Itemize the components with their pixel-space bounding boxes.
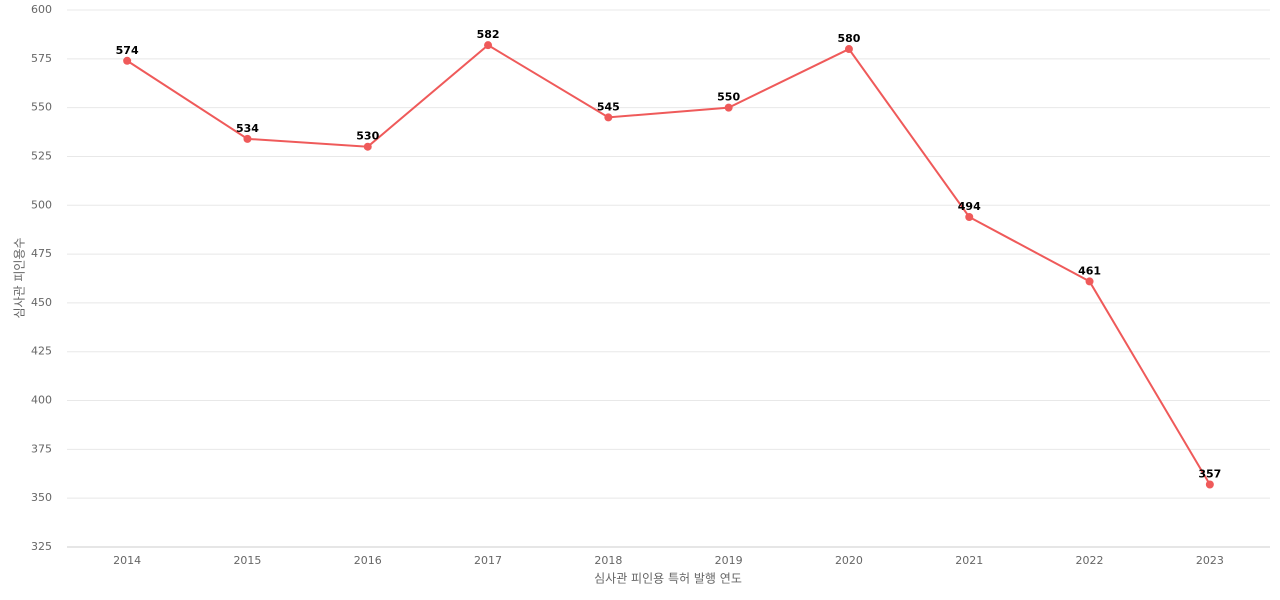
- x-tick-label: 2019: [715, 554, 743, 567]
- value-label: 580: [837, 32, 860, 45]
- y-tick-label: 350: [31, 491, 52, 504]
- value-label: 582: [477, 28, 500, 41]
- point: [965, 212, 974, 221]
- y-tick-label: 575: [31, 52, 52, 65]
- point: [484, 41, 493, 50]
- y-tick-label: 550: [31, 101, 52, 114]
- value-label: 550: [717, 91, 740, 104]
- y-tick-label: 325: [31, 540, 52, 553]
- value-label: 461: [1078, 264, 1101, 277]
- y-tick-label: 425: [31, 345, 52, 358]
- y-tick-label: 400: [31, 394, 52, 407]
- x-tick-label: 2017: [474, 554, 502, 567]
- point: [243, 134, 252, 143]
- x-tick-label: 2023: [1196, 554, 1224, 567]
- point: [724, 103, 733, 112]
- x-tick-label: 2018: [594, 554, 622, 567]
- x-tick-label: 2016: [354, 554, 382, 567]
- y-axis-title: 심사관 피인용수: [13, 237, 27, 318]
- x-tick-label: 2022: [1076, 554, 1104, 567]
- point: [1205, 480, 1214, 489]
- value-label: 357: [1198, 468, 1221, 481]
- x-tick-label: 2020: [835, 554, 863, 567]
- y-tick-label: 525: [31, 149, 52, 162]
- point: [844, 45, 853, 54]
- value-label: 530: [356, 130, 379, 143]
- y-tick-label: 500: [31, 198, 52, 211]
- y-tick-label: 375: [31, 442, 52, 455]
- value-label: 534: [236, 122, 259, 135]
- value-label: 545: [597, 100, 620, 113]
- x-tick-label: 2021: [955, 554, 983, 567]
- point: [604, 113, 613, 122]
- line: [126, 43, 1211, 486]
- y-tick-label: 450: [31, 296, 52, 309]
- y-tick-label: 475: [31, 247, 52, 260]
- point: [363, 142, 372, 151]
- x-axis-title: 심사관 피인용 특허 발행 연도: [594, 571, 742, 586]
- value-label: 494: [958, 200, 981, 213]
- value-label: 574: [116, 44, 139, 57]
- point: [123, 56, 132, 65]
- x-tick-label: 2015: [233, 554, 261, 567]
- point: [1085, 277, 1094, 286]
- x-tick-label: 2014: [113, 554, 141, 567]
- y-tick-label: 600: [31, 3, 52, 16]
